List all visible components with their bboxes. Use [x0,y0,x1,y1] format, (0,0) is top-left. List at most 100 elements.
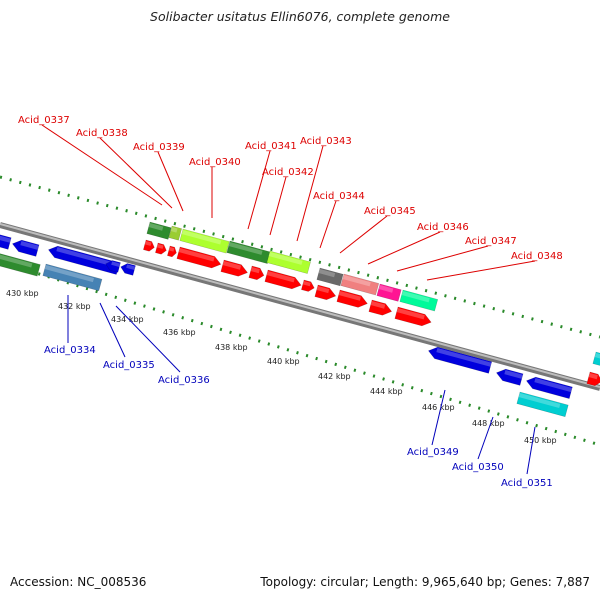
gene-block[interactable] [104,259,121,273]
gene-label[interactable]: Acid_0343 [300,136,352,147]
callout-line [431,389,446,446]
tick-label: 438 kbp [215,343,248,352]
gene-block[interactable] [179,228,230,254]
gene-block-highlight [148,222,164,231]
tick-label: 448 kbp [472,419,505,428]
gene-label[interactable]: Acid_0344 [313,191,365,202]
callout-line [115,305,181,373]
gene-label[interactable]: Acid_0341 [245,141,297,152]
gene-block[interactable] [586,371,600,387]
gene-block[interactable] [0,251,41,277]
genome-summary: Topology: circular; Length: 9,965,640 bp… [260,575,590,589]
accession-label: Accession: NC_008536 [10,575,147,589]
gene-features [0,221,600,417]
gene-block-highlight [318,268,336,278]
gene-label[interactable]: Acid_0337 [18,115,70,126]
gene-block-highlight [170,226,178,233]
gene-label[interactable]: Acid_0347 [465,236,517,247]
gene-block-highlight [228,241,263,255]
gene-block[interactable] [340,273,380,296]
gene-block-highlight [342,274,371,287]
gene-label[interactable]: Acid_0336 [158,375,210,386]
gene-block-highlight [0,252,33,268]
map-title: Solibacter usitatus Ellin6076, complete … [150,9,450,24]
gene-block-highlight [396,307,425,320]
gene-block-highlight [370,300,386,309]
gene-block[interactable] [167,245,177,258]
gene-block[interactable] [427,345,493,374]
gene-block[interactable] [146,221,172,240]
gene-block[interactable] [301,279,315,293]
gene-block[interactable] [119,262,136,276]
gene-block[interactable] [516,391,569,417]
gene-block-highlight [168,246,175,252]
gene-label[interactable]: Acid_0346 [417,222,469,233]
gene-block-highlight [156,243,164,249]
gene-block[interactable] [47,244,120,275]
gene-label[interactable]: Acid_0350 [452,462,504,473]
gene-block[interactable] [143,239,155,252]
tick-label: 436 kbp [163,328,196,337]
gene-block[interactable] [11,238,40,257]
gene-block[interactable] [592,351,600,367]
callout-line [396,245,489,272]
gene-block[interactable] [376,283,402,302]
gene-block[interactable] [394,306,433,328]
gene-block[interactable] [399,289,439,312]
gene-block-highlight [56,247,120,268]
gene-block-highlight [518,392,561,409]
gene-block-highlight [126,264,136,271]
gene-label[interactable]: Acid_0335 [103,360,155,371]
tick-label: 446 kbp [422,403,455,412]
gene-label[interactable]: Acid_0342 [262,167,314,178]
gene-label[interactable]: Acid_0351 [501,478,553,489]
tick-label: 444 kbp [370,387,403,396]
gene-block[interactable] [42,263,103,292]
callout-line [247,150,271,230]
gene-block-highlight [588,372,598,380]
gene-label[interactable]: Acid_0348 [511,251,563,262]
callout-line [319,200,337,249]
gene-block[interactable] [0,232,12,250]
callout-line [269,176,287,236]
tick-label: 432 kbp [58,302,91,311]
gene-block-highlight [222,260,242,270]
callout-line [41,124,163,206]
callout-line [426,260,536,281]
gene-block-highlight [250,266,260,274]
reverse-callouts [67,295,536,475]
gene-block[interactable] [248,265,266,281]
gene-block-highlight [181,229,222,245]
gene-label[interactable]: Acid_0334 [44,345,96,356]
gene-block[interactable] [266,250,311,274]
gene-label[interactable]: Acid_0349 [407,447,459,458]
callout-line [339,215,388,254]
gene-block[interactable] [368,299,393,317]
gene-block[interactable] [336,289,369,309]
gene-label[interactable]: Acid_0345 [364,206,416,217]
gene-block[interactable] [314,284,337,302]
gene-label[interactable]: Acid_0340 [189,157,241,168]
gene-block[interactable] [155,242,167,255]
gene-block-highlight [302,280,311,287]
gene-block[interactable] [525,375,573,399]
gene-block[interactable] [226,240,271,264]
gene-block[interactable] [495,367,524,386]
outer-dotted-rail [0,175,600,339]
gene-block[interactable] [316,267,344,287]
gene-block-highlight [436,348,492,367]
gene-block[interactable] [220,259,249,278]
callout-line [367,231,441,265]
gene-label[interactable]: Acid_0338 [76,128,128,139]
gene-block[interactable] [176,246,223,270]
gene-block[interactable] [168,225,182,241]
callout-line [99,137,173,209]
tick-label: 442 kbp [318,372,351,381]
tick-label: 450 kbp [524,436,557,445]
callout-line [526,426,536,475]
gene-block-highlight [504,370,523,379]
tick-label: 440 kbp [267,357,300,366]
gene-block[interactable] [264,269,303,291]
gene-label[interactable]: Acid_0339 [133,142,185,153]
